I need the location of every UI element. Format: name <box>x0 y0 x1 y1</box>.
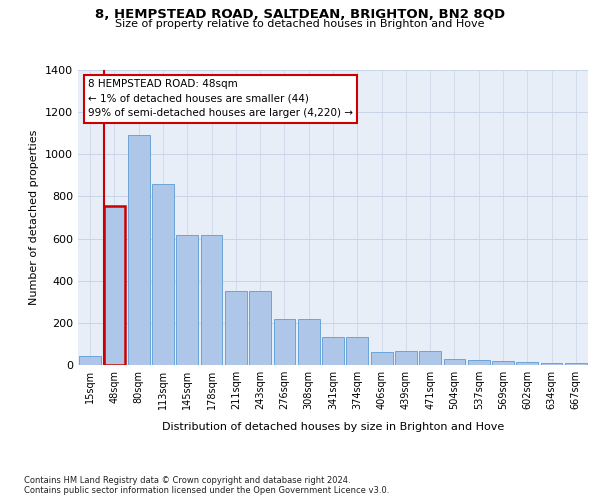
Y-axis label: Number of detached properties: Number of detached properties <box>29 130 40 305</box>
Bar <box>128 136 149 365</box>
Bar <box>492 361 514 365</box>
Bar <box>249 291 271 365</box>
Text: 8 HEMPSTEAD ROAD: 48sqm
← 1% of detached houses are smaller (44)
99% of semi-det: 8 HEMPSTEAD ROAD: 48sqm ← 1% of detached… <box>88 79 353 118</box>
Bar <box>200 236 223 365</box>
Bar <box>395 352 417 365</box>
Bar <box>152 184 174 365</box>
Bar <box>176 236 198 365</box>
Text: Contains public sector information licensed under the Open Government Licence v3: Contains public sector information licen… <box>24 486 389 495</box>
Bar <box>443 359 466 365</box>
Bar <box>225 291 247 365</box>
Bar <box>274 318 295 365</box>
Text: Distribution of detached houses by size in Brighton and Hove: Distribution of detached houses by size … <box>162 422 504 432</box>
Bar <box>322 336 344 365</box>
Bar <box>346 336 368 365</box>
Bar <box>371 352 392 365</box>
Bar <box>298 318 320 365</box>
Text: 8, HEMPSTEAD ROAD, SALTDEAN, BRIGHTON, BN2 8QD: 8, HEMPSTEAD ROAD, SALTDEAN, BRIGHTON, B… <box>95 8 505 20</box>
Bar <box>565 364 587 365</box>
Bar <box>468 360 490 365</box>
Bar <box>419 352 441 365</box>
Bar <box>79 356 101 365</box>
Bar <box>541 364 562 365</box>
Text: Size of property relative to detached houses in Brighton and Hove: Size of property relative to detached ho… <box>115 19 485 29</box>
Text: Contains HM Land Registry data © Crown copyright and database right 2024.: Contains HM Land Registry data © Crown c… <box>24 476 350 485</box>
Bar <box>104 206 125 365</box>
Bar <box>517 362 538 365</box>
